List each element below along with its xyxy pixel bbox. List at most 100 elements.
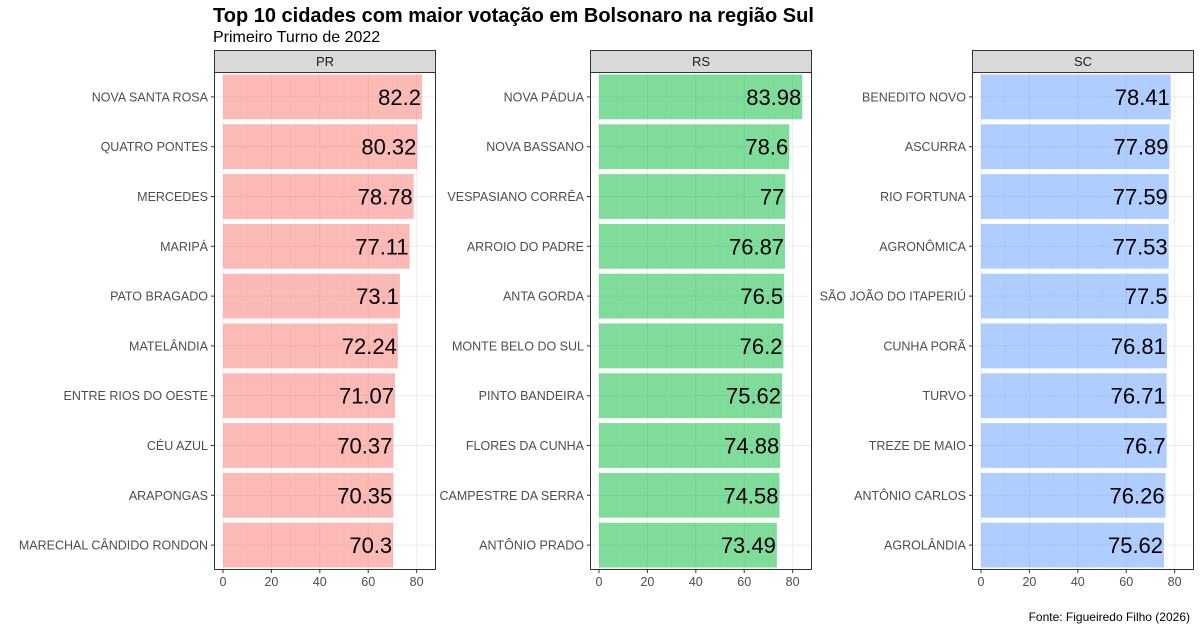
x-tick-label-sc: 60 [1119,575,1133,589]
x-tick-label-rs: 0 [596,575,603,589]
category-label-rs-2: NOVA BASSANO [486,140,584,154]
bar-rs-7 [599,373,783,419]
strip-sc [972,50,1194,73]
category-label-sc-6: CUNHA PORÃ [883,339,966,353]
bar-pr-9 [223,472,394,518]
bar-sc-1 [981,74,1171,120]
bar-rs-9 [599,472,780,518]
data-label-rs-2: 78.6 [745,135,788,160]
bar-pr-4 [223,223,410,269]
data-label-sc-3: 77.59 [1113,185,1168,210]
data-label-pr-10: 70.3 [349,533,392,558]
chart-title: Top 10 cidades com maior votação em Bols… [213,5,814,27]
category-label-sc-7: TURVO [922,389,966,403]
data-label-pr-4: 77.11 [355,234,408,259]
x-tick-label-rs: 80 [786,575,800,589]
data-label-sc-2: 77.89 [1113,135,1168,160]
strip-pr [214,50,436,73]
data-label-sc-4: 77.53 [1113,234,1168,259]
bar-sc-5 [981,273,1169,319]
category-label-pr-1: NOVA SANTA ROSA [92,90,209,104]
bar-pr-7 [223,373,396,419]
data-label-pr-8: 70.37 [337,434,392,459]
strip-label-sc: SC [1074,54,1092,69]
bar-pr-10 [223,522,394,568]
bar-sc-9 [981,472,1166,518]
bar-pr-1 [223,74,422,120]
data-label-rs-4: 76.87 [729,234,784,259]
data-label-rs-10: 73.49 [721,533,776,558]
category-label-rs-8: FLORES DA CUNHA [466,439,585,453]
category-label-pr-8: CÉU AZUL [147,438,208,453]
category-label-sc-10: AGROLÂNDIA [884,538,967,553]
data-label-rs-7: 75.62 [726,384,781,409]
data-label-pr-2: 80.32 [361,135,416,160]
category-label-sc-3: RIO FORTUNA [880,190,967,204]
data-label-sc-10: 75.62 [1108,533,1163,558]
bar-sc-7 [981,373,1167,419]
bar-rs-2 [599,124,790,170]
bar-rs-1 [599,74,803,120]
data-label-pr-7: 71.07 [339,384,394,409]
bar-pr-2 [223,124,418,170]
facet-panels: 82.280.3278.7877.1173.172.2471.0770.3770… [19,50,1194,589]
category-label-rs-10: ANTÔNIO PRADO [479,538,584,553]
data-label-rs-9: 74.58 [723,483,778,508]
category-label-rs-6: MONTE BELO DO SUL [452,339,584,353]
x-tick-label-rs: 20 [640,575,654,589]
data-label-sc-1: 78.41 [1115,85,1170,110]
bar-pr-3 [223,174,414,219]
category-label-sc-4: AGRONÔMICA [879,239,966,254]
category-label-pr-10: MARECHAL CÂNDIDO RONDON [19,538,208,553]
category-label-sc-2: ASCURRA [905,140,967,154]
category-label-sc-1: BENEDITO NOVO [862,90,966,104]
category-label-rs-9: CAMPESTRE DA SERRA [440,489,585,503]
category-label-sc-5: SÃO JOÃO DO ITAPERIÚ [820,289,966,304]
bar-sc-4 [981,223,1169,269]
facet-rs: 83.98 78.6 77 76.87 76.5 76.2 75.62 74.88 74.58 7… [440,50,812,589]
bar-rs-3 [599,174,786,219]
strip-rs [590,50,812,73]
data-label-rs-5: 76.5 [740,284,783,309]
category-label-pr-6: MATELÂNDIA [129,338,209,353]
x-tick-label-pr: 60 [361,575,375,589]
x-tick-label-sc: 20 [1022,575,1036,589]
bar-rs-8 [599,423,781,468]
data-label-sc-9: 76.26 [1110,483,1165,508]
data-label-sc-5: 77.5 [1125,284,1168,309]
data-label-sc-6: 76.81 [1111,334,1166,359]
x-tick-label-pr: 0 [220,575,227,589]
bar-sc-2 [981,124,1170,170]
data-label-pr-9: 70.35 [337,483,392,508]
x-tick-label-pr: 80 [410,575,424,589]
data-label-pr-5: 73.1 [356,284,399,309]
category-label-pr-7: ENTRE RIOS DO OESTE [64,389,208,403]
category-label-pr-5: PATO BRAGADO [110,290,208,304]
data-label-rs-1: 83.98 [746,85,801,110]
bar-rs-5 [599,273,785,319]
category-label-rs-4: ARROIO DO PADRE [467,240,584,254]
bar-sc-8 [981,423,1167,468]
category-label-pr-3: MERCEDES [137,190,208,204]
bar-pr-5 [223,273,400,319]
bar-sc-10 [981,522,1165,568]
category-label-rs-5: ANTA GORDA [503,290,585,304]
category-label-sc-8: TREZE DE MAIO [869,439,967,453]
strip-label-pr: PR [316,54,334,69]
data-label-pr-3: 78.78 [358,185,413,210]
category-label-pr-4: MARIPÁ [160,239,209,254]
data-label-rs-6: 76.2 [740,334,783,359]
category-label-rs-3: VESPASIANO CORRÊA [447,189,584,204]
category-label-pr-2: QUATRO PONTES [101,140,208,154]
bar-rs-6 [599,323,784,369]
x-tick-label-rs: 60 [737,575,751,589]
bar-rs-4 [599,223,786,269]
category-label-rs-1: NOVA PÁDUA [504,89,585,104]
bar-pr-6 [223,323,398,369]
data-label-rs-8: 74.88 [724,434,779,459]
bar-sc-6 [981,323,1167,369]
x-tick-label-rs: 40 [689,575,703,589]
data-label-sc-8: 76.7 [1123,434,1166,459]
data-label-pr-1: 82.2 [378,85,421,110]
